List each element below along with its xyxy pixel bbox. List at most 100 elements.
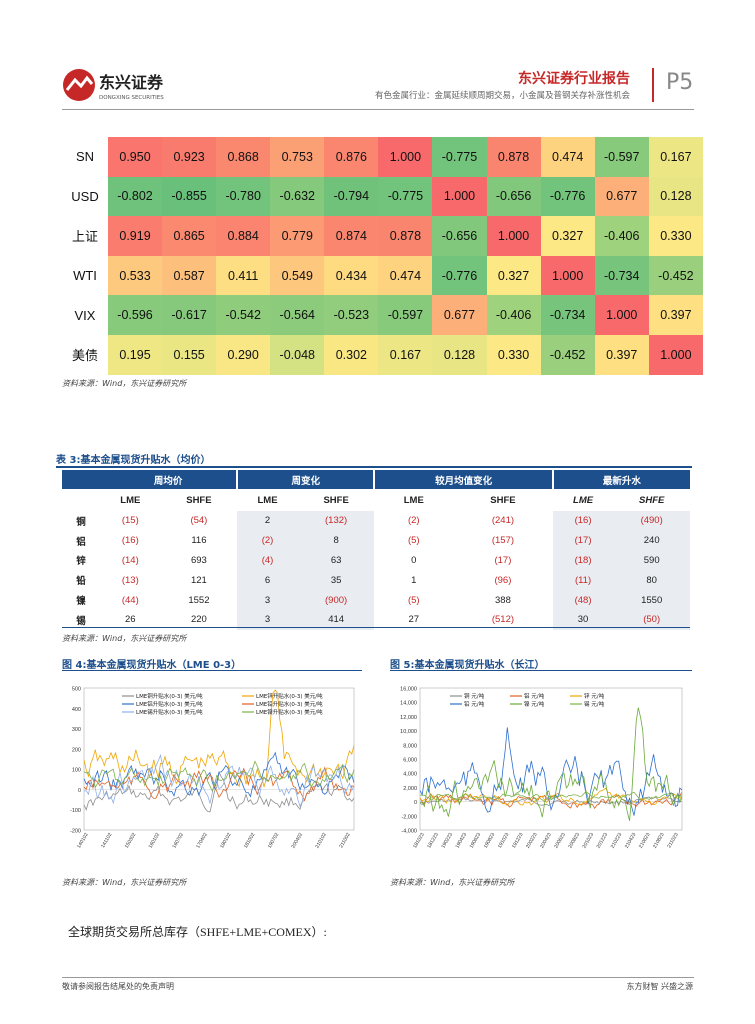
table3-subheader: LME <box>237 489 298 511</box>
fig5-line-chart: 16,000 14,000 12,000 10,000 8,000 6,000 4,000 2… <box>400 687 683 850</box>
table3-cell: (18) <box>552 550 614 571</box>
heatmap-source: 资料来源：Wind，东兴证券研究所 <box>62 379 187 388</box>
heatmap-cell: -0.656 <box>432 216 487 256</box>
table3-cell: (50) <box>613 609 690 630</box>
y-tick-label: 2,000 <box>403 786 417 792</box>
footer-disclaimer: 敬请参阅报告结尾处的免责声明 <box>62 982 174 991</box>
table3-metal-label: 铜 <box>76 516 86 528</box>
fig4-title: 图 4:基本金属现货升贴水（LME 0-3） <box>62 660 242 671</box>
legend-label: LME铅升贴水(0-3) 美元/吨 <box>256 700 323 708</box>
table3-cell: 590 <box>613 550 690 571</box>
x-tick-label: 200223 <box>525 832 539 850</box>
table3-bottom-rule <box>62 627 690 628</box>
table3-group-header: 较月均值变化 <box>373 470 553 489</box>
table3-cell: 240 <box>613 530 690 551</box>
y-tick-label: -100 <box>70 808 81 814</box>
x-tick-label: 200823 <box>567 832 581 850</box>
heatmap-cell: 1.000 <box>486 216 541 256</box>
heatmap-cell: -0.632 <box>270 176 325 217</box>
table3-cell: 0 <box>411 554 417 566</box>
table3-cell: (2) <box>407 515 420 527</box>
heatmap-cell: 0.411 <box>216 255 271 296</box>
x-tick-label: 190223 <box>440 832 454 850</box>
heatmap-cell: -0.855 <box>162 176 217 217</box>
x-tick-label: 190623 <box>469 832 483 850</box>
table3-cell: 3 <box>237 609 298 630</box>
company-logo: 东兴证券 DONGXING SECURITIES <box>62 68 177 102</box>
footer-slogan: 东方财智 兴盛之源 <box>626 982 693 991</box>
x-tick-label: 201223 <box>596 832 610 850</box>
series-line <box>83 689 355 788</box>
x-tick-label: 190823 <box>483 832 497 850</box>
heatmap-cell: -0.597 <box>594 137 649 177</box>
heatmap-cell: 1.000 <box>378 137 433 177</box>
heatmap-cell: -0.776 <box>432 255 487 296</box>
heatmap-row: USD -0.802 -0.855 -0.780 -0.632 -0.794 -0.775 1… <box>62 176 703 217</box>
legend-label: 锡 元/吨 <box>584 700 605 708</box>
heatmap-row-label: USD <box>62 176 108 217</box>
heatmap-cell: 0.330 <box>486 334 541 375</box>
x-tick-label: 190423 <box>455 832 469 850</box>
legend-label: 铜 元/吨 <box>464 692 485 700</box>
y-tick-label: 300 <box>72 727 81 733</box>
table3-cell: (132) <box>297 511 375 531</box>
heatmap-row: WTI 0.533 0.587 0.411 0.549 0.434 0.474 -0.776 0… <box>62 255 703 296</box>
heatmap-cell: 0.753 <box>270 137 325 177</box>
header-divider <box>652 68 654 102</box>
heatmap-cell: -0.564 <box>270 295 325 335</box>
heatmap-cell: 0.397 <box>594 334 649 375</box>
heatmap-cell: 0.874 <box>324 216 379 256</box>
x-tick-label: 210223 <box>610 832 624 850</box>
table3-cell: 121 <box>190 574 207 586</box>
spot-premium-table: 周均价 周变化 较月均值变化 最新升水 LME SHFE LME SHFE LME SHFE LM… <box>62 470 690 630</box>
heatmap-cell: 0.327 <box>486 255 541 296</box>
heatmap-cell: 0.128 <box>648 176 703 217</box>
fig5-title: 图 5:基本金属现货升贴水（长江） <box>390 660 545 671</box>
series-line <box>419 791 683 803</box>
heatmap-cell: 0.290 <box>216 334 271 375</box>
x-tick-label: 160102 <box>148 832 162 850</box>
heatmap-row: SN 0.950 0.923 0.868 0.753 0.876 1.000 -0.775 0.… <box>62 137 703 177</box>
heatmap-cell: 0.167 <box>648 137 703 177</box>
heatmap-cell: 0.884 <box>216 216 271 256</box>
table3-cell: (15) <box>121 515 139 527</box>
heatmap-cell: 1.000 <box>594 295 649 335</box>
table3-source: 资料来源：Wind，东兴证券研究所 <box>62 634 187 643</box>
heatmap-cell: 0.195 <box>107 334 163 375</box>
series-line <box>419 707 683 821</box>
table3-corner-sub <box>62 489 100 511</box>
y-tick-label: 12,000 <box>400 715 417 721</box>
table3-cell: 63 <box>297 550 375 571</box>
y-tick-label: 100 <box>72 768 81 774</box>
y-tick-label: 14,000 <box>400 701 417 707</box>
table3-subheader: LME <box>100 489 161 511</box>
table3-top-rule <box>56 466 692 468</box>
heatmap-cell: -0.452 <box>540 334 595 375</box>
y-tick-label: 8,000 <box>403 743 417 749</box>
table3-cell: (44) <box>121 594 139 606</box>
heatmap-row-label: SN <box>62 137 108 177</box>
table3-cell: (5) <box>407 594 420 606</box>
heatmap-cell: 0.533 <box>107 255 163 296</box>
table3-subheader: SHFE <box>297 489 375 511</box>
table-row: 锌 (14) 693 (4) 63 0 (17) (18) 590 <box>62 550 690 571</box>
table3-metal-label: 锌 <box>76 556 86 568</box>
table3-group-header: 周均价 <box>100 470 238 489</box>
heatmap-cell: -0.523 <box>324 295 379 335</box>
legend-label: LME铜升贴水(0-3) 美元/吨 <box>136 692 203 700</box>
series-line <box>83 753 355 808</box>
heatmap-cell: 0.950 <box>107 137 163 177</box>
x-tick-label: 181223 <box>426 832 440 850</box>
heatmap-cell: 1.000 <box>432 176 487 217</box>
series-line <box>419 796 683 807</box>
heatmap-cell: 1.000 <box>540 255 595 296</box>
heatmap-cell: 0.677 <box>594 176 649 217</box>
x-tick-label: 181002 <box>243 832 257 850</box>
heatmap-cell: -0.775 <box>378 176 433 217</box>
heatmap-row-label: VIX <box>62 295 108 335</box>
table3-cell: (14) <box>121 554 139 566</box>
table3-cell: 8 <box>297 530 375 551</box>
heatmap-cell: -0.794 <box>324 176 379 217</box>
x-tick-label: 210823 <box>652 832 666 850</box>
